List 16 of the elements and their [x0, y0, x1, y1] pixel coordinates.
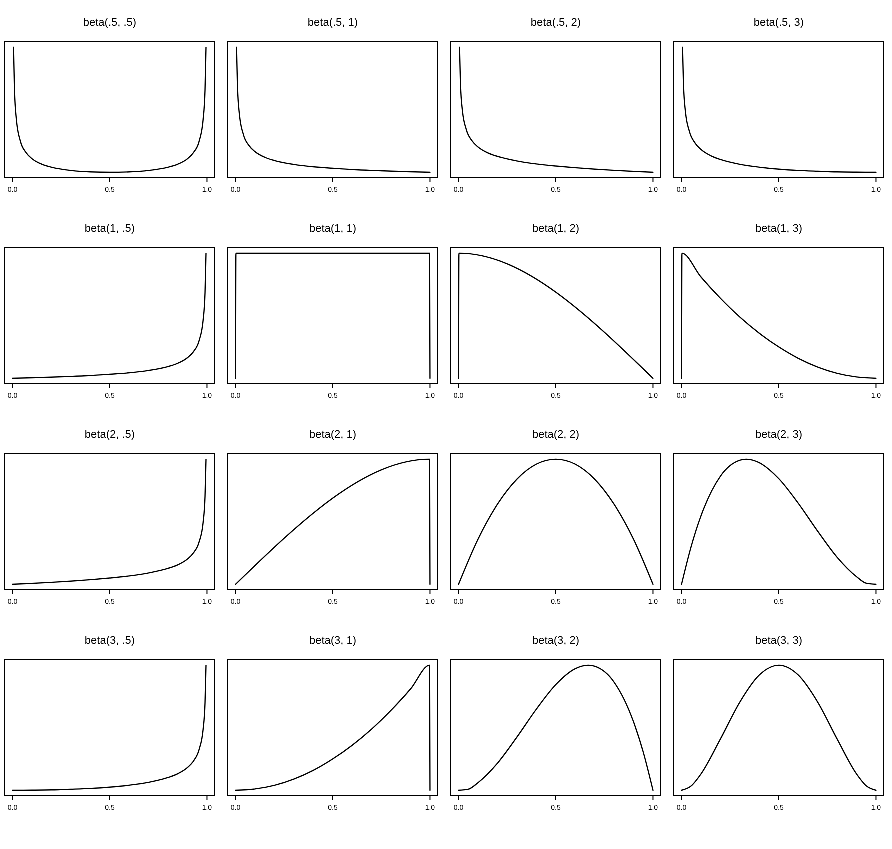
- chart-title: beta(.5, .5): [83, 17, 137, 29]
- chart-title: beta(2, 3): [755, 429, 803, 441]
- chart-title: beta(.5, 3): [754, 17, 804, 29]
- chart-title: beta(1, .5): [84, 223, 136, 235]
- chart-title: beta(.5, 1): [308, 17, 358, 29]
- chart-title: beta(1, 2): [532, 223, 580, 235]
- chart-title: beta(2, 2): [532, 429, 580, 441]
- chart-title: beta(.5, 2): [530, 17, 582, 29]
- chart-title: beta(3, 3): [755, 635, 803, 647]
- chart-title: beta(1, 3): [755, 223, 803, 235]
- chart-title: beta(3, 1): [309, 635, 357, 647]
- chart-title: beta(2, 1): [309, 429, 357, 441]
- chart-title: beta(3, .5): [84, 635, 136, 647]
- chart-title: beta(3, 2): [532, 635, 580, 647]
- chart-title: beta(1, 1): [309, 223, 357, 235]
- chart-title: beta(2, .5): [84, 429, 136, 441]
